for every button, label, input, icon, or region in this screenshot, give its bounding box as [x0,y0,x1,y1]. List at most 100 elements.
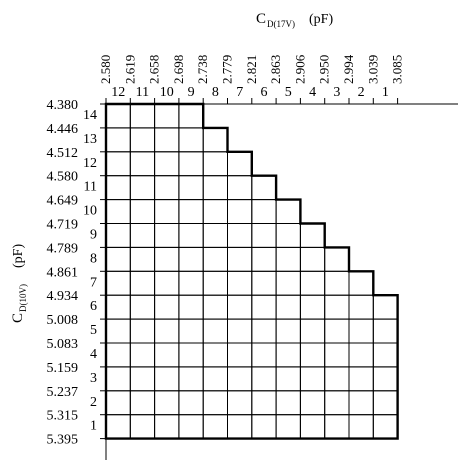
grid-cell [275,390,301,416]
grid-cell [154,103,180,129]
grid-cell [178,294,204,320]
left-axis-title-unit: (pF) [11,244,26,268]
left-axis-index: 2 [90,395,97,410]
top-axis-index: 8 [212,85,219,100]
left-axis-title-main: C [10,313,26,323]
grid-cell [178,414,204,440]
grid-cell [299,390,326,416]
grid-cell [129,175,156,201]
grid-cell [324,342,350,368]
staircase-outline [104,102,399,440]
grid-cell [178,270,204,296]
grid-cell [202,366,228,392]
left-axis-title-sub: D(10V) [18,284,28,312]
grid-cell [348,270,374,296]
top-axis-value: 2.738 [195,55,210,84]
grid-cell [372,294,399,320]
grid-cell [227,366,253,392]
grid-cell [299,318,326,344]
top-axis-index: 5 [285,85,292,100]
grid-cell [251,270,277,296]
grid-cell [129,318,156,344]
top-axis-value: 2.580 [98,55,113,84]
grid-cell [202,342,228,368]
grid-cell [178,246,204,272]
grid-cell [105,127,131,153]
grid-cell [202,127,228,153]
left-axis-index: 4 [90,347,97,362]
grid-cell [299,246,326,272]
grid-cell [178,103,204,129]
grid-cell [178,223,204,248]
left-axis-value: 4.580 [47,170,79,185]
grid-cell [129,270,156,296]
left-axis-index: 3 [90,371,97,386]
grid-cell [154,223,180,248]
top-axis-value: 2.994 [341,54,356,84]
grid-cell [154,414,180,440]
grid-cell [275,223,301,248]
grid-cell [129,294,156,320]
grid-cell [227,151,253,177]
left-axis-index: 1 [90,419,97,434]
left-axis-index: 14 [83,108,97,123]
grid-cell [105,318,131,344]
grid-cell [348,318,374,344]
left-axis-values: 4.380 4.446 4.512 4.580 4.649 4.719 4.789 4.861… [47,98,79,448]
grid-cell [324,318,350,344]
left-axis-index: 10 [83,204,97,219]
grid-cell [202,175,228,201]
top-axis-title-unit: (pF) [309,12,333,27]
top-axis-value: 2.906 [292,54,307,84]
grid-cell [251,318,277,344]
grid-cell [299,342,326,368]
grid-cell [227,318,253,344]
grid-cell [129,223,156,248]
grid-cell [202,294,228,320]
left-axis-value: 4.861 [47,265,79,280]
grid-cell [154,342,180,368]
grid-cell [129,246,156,272]
grid-cell [129,103,156,129]
top-axis-title-sub: D(17V) [267,19,295,29]
left-axis-index: 7 [90,275,97,290]
grid-cell [202,223,228,248]
grid-cell [178,318,204,344]
grid-cell [129,414,156,440]
grid-cell [154,127,180,153]
grid-cell [227,342,253,368]
grid-cell [251,223,277,248]
grid-cell [275,318,301,344]
left-axis-value: 4.446 [47,122,79,137]
top-axis-values: 2.580 2.619 2.658 2.698 2.738 2.779 2.821 2.863… [98,54,405,84]
left-axis-index: 5 [90,323,97,338]
top-axis-title: C D(17V) (pF) [256,11,333,29]
grid-cell [227,175,253,201]
left-axis-index: 11 [84,180,97,195]
grid-cell [348,390,374,416]
grid-cell [227,199,253,225]
grid-cell [275,294,301,320]
left-axis-value: 4.789 [47,241,79,256]
top-axis-value: 2.863 [268,55,283,84]
grid-cell [275,270,301,296]
grid-cell [154,366,180,392]
top-axis-value: 2.950 [317,55,332,84]
grid-cell [372,318,399,344]
grid-cell [154,390,180,416]
grid-cell [105,199,131,225]
grid-cell [372,390,399,416]
grid-cell [129,151,156,177]
grid-cell [324,414,350,440]
grid-cell [105,151,131,177]
grid-cell [202,318,228,344]
grid-cell [227,270,253,296]
grid-cell [275,414,301,440]
top-axis-value: 3.085 [390,55,405,84]
grid-cell [129,390,156,416]
grid-cell [372,342,399,368]
grid-cell [324,246,350,272]
grid-cell [154,270,180,296]
grid-cell [129,366,156,392]
grid-cell [251,342,277,368]
